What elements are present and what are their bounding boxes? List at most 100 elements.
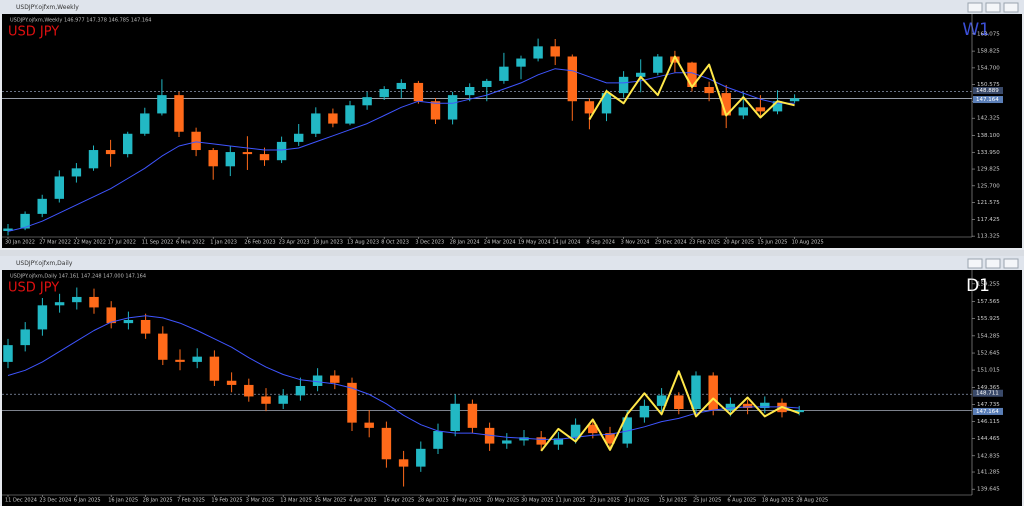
candle-body [670,56,680,63]
candle-body [192,356,202,362]
maximize-button[interactable] [985,2,1001,13]
candle-body [362,97,372,106]
candle-body [502,440,512,444]
price-label-box [973,389,1003,397]
maximize-button[interactable] [985,258,1001,269]
candle-body [704,87,714,94]
y-tick-label: 155.925 [977,316,1000,322]
price-label: 148.711 [976,391,999,397]
y-tick-label: 159.255 [977,281,1000,287]
price-label: 148.889 [976,88,999,94]
candle-body [225,152,236,167]
candle-body [347,382,357,423]
candle-body [567,56,578,102]
candle-body [54,176,65,199]
x-tick-label: 15 Jun 2025 [757,240,787,246]
chart-area [2,14,1022,248]
x-tick-label: 8 May 2025 [452,498,481,504]
timeframe-label: W1 [962,20,990,40]
chart-subtitle: USDJPY.ojfxm,Weekly 146.977 147.378 146.… [10,18,151,24]
y-tick-label: 157.565 [977,299,1000,305]
x-tick-label: 19 May 2024 [518,240,551,246]
x-tick-label: 11 Jun 2025 [555,498,585,504]
y-tick-label: 139.645 [977,487,1000,493]
y-tick-label: 117.425 [977,217,1000,223]
price-label-box [973,96,1003,104]
candle-body [789,98,800,102]
x-tick-label: 29 Dec 2024 [655,240,687,246]
candle-body [721,93,731,116]
candle-body [345,105,355,124]
candle-body [516,58,526,67]
candle-body [3,228,13,231]
candle-body [738,107,749,116]
candle-body [295,385,306,396]
x-tick-label: 22 May 2022 [73,240,106,246]
x-tick-label: 4 Apr 2025 [349,498,377,504]
y-tick-label: 163.075 [977,31,1000,37]
y-tick-label: 149.365 [977,385,1000,391]
candle-body [175,359,185,362]
y-tick-label: 144.465 [977,436,1000,442]
x-tick-label: 20 May 2025 [487,498,520,504]
candle-body [618,76,629,94]
y-tick-label: 158.825 [977,49,1000,55]
y-tick-label: 154.700 [977,65,1000,71]
candle-body [499,66,509,81]
x-tick-label: 6 Aug 2025 [727,498,756,504]
candle-body [122,133,133,155]
candle-body [209,356,220,381]
candle-body [261,396,271,404]
window-title: USDJPY.ojfxm,Daily [16,260,73,267]
candle-body [760,402,770,408]
price-label: 147.164 [976,97,999,103]
candle-body [433,431,443,449]
y-tick-label: 138.100 [977,133,1000,139]
candle-body [653,56,663,73]
y-tick-label: 133.950 [977,150,1000,156]
x-tick-label: 28 Aug 2025 [796,498,828,504]
candle-body [259,154,270,161]
candle-body [158,333,168,360]
y-tick-label: 146.115 [977,419,1000,425]
candle-body [226,380,237,385]
x-tick-label: 26 Feb 2023 [244,240,275,246]
candle-body [519,437,529,441]
close-button[interactable] [1003,258,1019,269]
candle-body [54,302,65,306]
x-tick-label: 23 Feb 2025 [689,240,720,246]
x-tick-label: 18 Aug 2025 [762,498,794,504]
candle-body [140,113,150,134]
x-tick-label: 28 Jan 2024 [450,240,480,246]
price-label-box [973,407,1003,415]
candle-body [430,101,441,120]
x-tick-label: 24 Mar 2024 [484,240,516,246]
candle-body [379,89,389,98]
candle-body [725,403,736,411]
candle-body [588,424,598,434]
candle-body [708,375,718,411]
x-tick-label: 30 May 2025 [521,498,554,504]
candle-body [293,133,304,142]
title-bar [0,0,1024,14]
candle-body [691,375,701,410]
chart-area [2,270,1022,506]
x-tick-label: 13 Mar 2025 [280,498,312,504]
x-tick-label: 25 Mar 2025 [315,498,347,504]
candle-body [278,395,288,404]
candle-body [88,150,99,169]
candle-body [208,150,218,167]
close-button[interactable] [1003,2,1019,13]
candle-body [20,213,30,229]
candle-body [482,80,492,87]
candle-body [772,101,783,112]
minimize-button[interactable] [967,258,983,269]
candle-body [72,296,82,303]
candle-body [601,93,612,114]
x-tick-label: 10 Aug 2025 [792,240,824,246]
candle-body [381,427,392,460]
candle-body [398,459,409,467]
minimize-button[interactable] [967,2,983,13]
candle-body [639,405,650,418]
x-tick-label: 7 Feb 2025 [177,498,205,504]
